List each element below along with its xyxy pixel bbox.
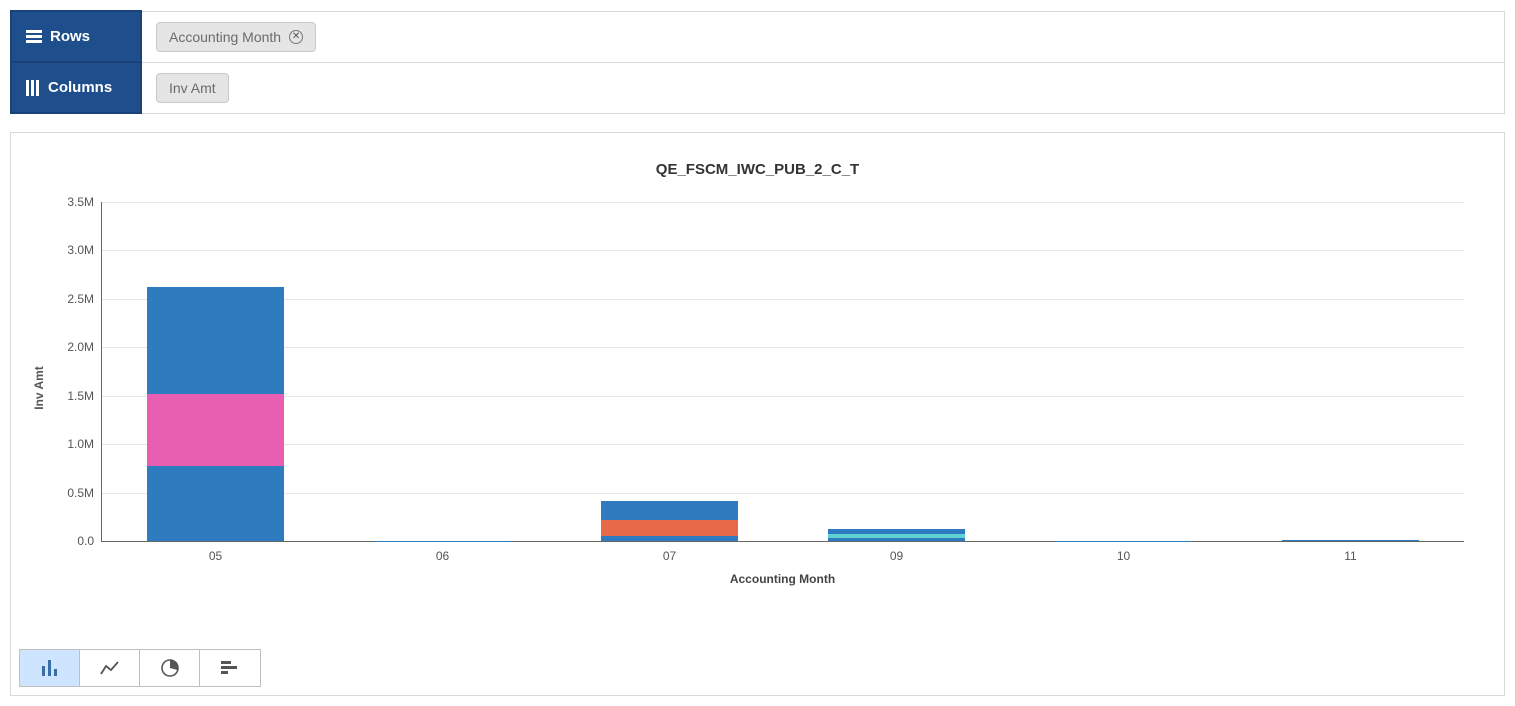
- columns-shelf-header: Columns: [11, 62, 141, 113]
- bar-segment: [828, 538, 964, 541]
- grid-line: [102, 396, 1464, 397]
- x-tick-label: 09: [890, 549, 903, 563]
- y-tick-label: 1.5M: [52, 389, 94, 403]
- chart-area: QE_FSCM_IWC_PUB_2_C_T Inv Amt 0.00.5M1.0…: [11, 133, 1504, 643]
- y-tick-label: 1.0M: [52, 437, 94, 451]
- bar-segment: [601, 501, 737, 520]
- rows-shelf-content[interactable]: Accounting Month ✕: [141, 11, 1505, 62]
- x-tick-label: 10: [1117, 549, 1130, 563]
- columns-icon: [26, 80, 40, 96]
- line-chart-icon: [100, 660, 120, 676]
- columns-shelf-content[interactable]: Inv Amt: [141, 62, 1505, 113]
- rows-icon: [26, 30, 42, 44]
- close-icon[interactable]: ✕: [289, 30, 303, 44]
- bar[interactable]: [1282, 525, 1418, 541]
- bar[interactable]: [1055, 532, 1191, 541]
- bar-segment: [1282, 540, 1418, 541]
- grid-line: [102, 493, 1464, 494]
- bar-chart-button[interactable]: [20, 650, 80, 686]
- pill-inv-amt[interactable]: Inv Amt: [156, 73, 229, 103]
- config-shelf: Rows Accounting Month ✕ Columns Inv Amt: [10, 10, 1505, 114]
- chart-card: QE_FSCM_IWC_PUB_2_C_T Inv Amt 0.00.5M1.0…: [10, 132, 1505, 696]
- x-tick-label: 07: [663, 549, 676, 563]
- x-tick-label: 06: [436, 549, 449, 563]
- bar-chart-icon: [41, 660, 59, 676]
- bar-segment: [601, 520, 737, 537]
- pill-label: Inv Amt: [169, 80, 216, 96]
- bar[interactable]: [374, 531, 510, 541]
- grid-line: [102, 299, 1464, 300]
- chart-type-toolbar: [19, 649, 261, 687]
- chart-plot[interactable]: 0.00.5M1.0M1.5M2.0M2.5M3.0M3.5M050607091…: [101, 202, 1464, 542]
- pie-chart-button[interactable]: [140, 650, 200, 686]
- y-tick-label: 2.0M: [52, 340, 94, 354]
- bar[interactable]: [828, 477, 964, 541]
- bar-segment: [147, 466, 283, 541]
- bar-segment: [147, 394, 283, 465]
- y-tick-label: 0.0: [52, 534, 94, 548]
- pill-accounting-month[interactable]: Accounting Month ✕: [156, 22, 316, 52]
- line-chart-button[interactable]: [80, 650, 140, 686]
- hbar-chart-button[interactable]: [200, 650, 260, 686]
- rows-shelf-header: Rows: [11, 11, 141, 62]
- grid-line: [102, 250, 1464, 251]
- pill-label: Accounting Month: [169, 29, 281, 45]
- columns-shelf-label: Columns: [48, 79, 112, 96]
- x-axis-label: Accounting Month: [101, 572, 1464, 586]
- chart-title: QE_FSCM_IWC_PUB_2_C_T: [31, 143, 1484, 182]
- bar-segment: [601, 536, 737, 541]
- rows-shelf-label: Rows: [50, 28, 90, 45]
- y-tick-label: 3.5M: [52, 195, 94, 209]
- pie-chart-icon: [161, 659, 179, 677]
- y-tick-label: 0.5M: [52, 486, 94, 500]
- y-axis-label: Inv Amt: [32, 366, 46, 410]
- y-tick-label: 3.0M: [52, 243, 94, 257]
- grid-line: [102, 444, 1464, 445]
- x-tick-label: 11: [1344, 549, 1356, 563]
- x-tick-label: 05: [209, 549, 222, 563]
- bar[interactable]: [147, 248, 283, 541]
- bar-segment: [147, 287, 283, 394]
- grid-line: [102, 202, 1464, 203]
- y-tick-label: 2.5M: [52, 292, 94, 306]
- hbar-chart-icon: [221, 660, 239, 676]
- grid-line: [102, 347, 1464, 348]
- bar[interactable]: [601, 425, 737, 541]
